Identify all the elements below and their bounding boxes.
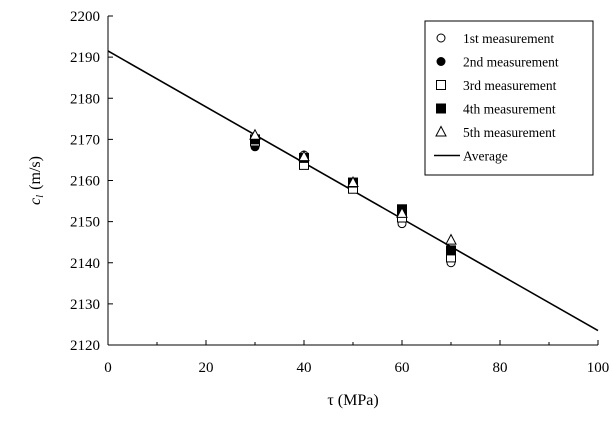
legend-items: 1st measurement 2nd measurement 3rd measur… (434, 31, 559, 164)
legend-label-1st-measurement: 1st measurement (463, 31, 554, 46)
data-point-4th-measurement (446, 245, 456, 256)
legend-label-2nd-measurement: 2nd measurement (463, 55, 559, 70)
legend-label-5th-measurement: 5th measurement (463, 125, 556, 140)
legend-label-4th-measurement: 4th measurement (463, 102, 556, 117)
y-tick-label: 2160 (70, 174, 100, 190)
legend-item-average: Average (434, 149, 508, 164)
legend-item-4th-measurement: 4th measurement (436, 102, 556, 117)
legend-label-3rd-measurement: 3rd measurement (463, 78, 557, 93)
x-axis-title: τ (MPa) (327, 392, 378, 409)
x-tick-label: 20 (199, 360, 214, 376)
ticks: 2120 2130 2140 2150 2160 2170 2180 2190 2200 0 20 4… (70, 9, 609, 376)
series-1st-measurement (250, 138, 456, 268)
x-tick-label: 40 (297, 360, 312, 376)
y-tick-label: 2130 (70, 297, 100, 313)
y-tick-label: 2190 (70, 50, 100, 66)
legend-label-average: Average (463, 149, 508, 164)
data-point-5th-measurement (396, 206, 408, 218)
x-tick-label: 0 (104, 360, 112, 376)
data-point-5th-measurement (249, 128, 261, 140)
legend-marker-1st-measurement (436, 33, 446, 43)
y-tick-label: 2120 (70, 338, 100, 354)
y-tick-label: 2170 (70, 132, 100, 148)
legend-item-2nd-measurement: 2nd measurement (436, 55, 559, 70)
legend-item-3rd-measurement: 3rd measurement (436, 78, 557, 93)
data-point-5th-measurement (298, 150, 310, 162)
data-point-5th-measurement (347, 175, 359, 188)
x-tick-label: 80 (493, 360, 508, 376)
legend-marker-2nd-measurement (436, 57, 446, 66)
y-axis-title: cl (m/s) (27, 156, 46, 205)
legend-marker-3rd-measurement (436, 80, 446, 90)
x-tick-label: 100 (587, 360, 610, 376)
y-axis-unit: (m/s) (27, 156, 44, 190)
y-axis-subscript: l (34, 195, 46, 198)
legend-box (424, 20, 594, 176)
legend-marker-4th-measurement (436, 103, 446, 114)
series-5th-measurement (249, 128, 457, 245)
y-tick-label: 2150 (70, 215, 100, 231)
y-tick-label: 2200 (70, 9, 100, 25)
legend-marker-5th-measurement (435, 125, 447, 137)
y-axis-symbol: c (27, 198, 44, 205)
legend-item-1st-measurement: 1st measurement (436, 31, 554, 46)
data-point-5th-measurement (445, 233, 457, 245)
data-points (249, 128, 457, 268)
legend-item-5th-measurement: 5th measurement (435, 125, 556, 140)
series-2nd-measurement (250, 142, 456, 260)
x-tick-label: 60 (395, 360, 410, 376)
y-tick-label: 2180 (70, 91, 100, 107)
y-tick-label: 2140 (70, 256, 100, 272)
legend: 1st measurement 2nd measurement 3rd measur… (424, 20, 594, 176)
